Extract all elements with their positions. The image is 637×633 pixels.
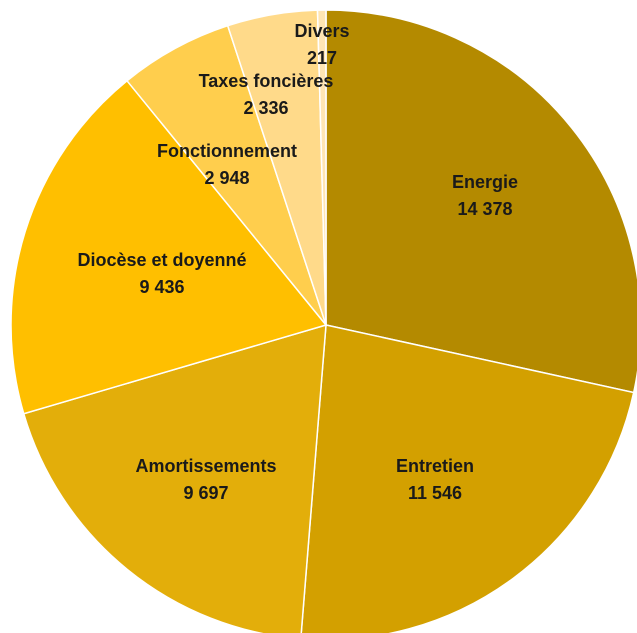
slice-dioc-se-et-doyenn-	[10, 79, 328, 415]
slice-category-label: Amortissements	[135, 456, 276, 476]
slice-divers	[316, 9, 327, 326]
slice-value-label: 217	[307, 48, 337, 68]
slice-value-label: 14 378	[457, 199, 512, 219]
slice-category-label: Diocèse et doyenné	[77, 250, 246, 270]
slice-value-label: 9 436	[139, 277, 184, 297]
slice-value-label: 2 948	[204, 168, 249, 188]
slice-value-label: 2 336	[243, 98, 288, 118]
pie-slices	[10, 9, 637, 633]
slice-category-label: Divers	[294, 21, 349, 41]
slice-value-label: 11 546	[408, 483, 462, 503]
slice-entretien	[300, 324, 635, 633]
pie-labels: Energie 14 378 Entretien 11 546 Amortissemen…	[77, 21, 518, 503]
slice-category-label: Taxes foncières	[199, 71, 334, 91]
slice-category-label: Entretien	[396, 456, 474, 476]
slice-category-label: Fonctionnement	[157, 141, 297, 161]
slice-value-label: 9 697	[183, 483, 228, 503]
slice-category-label: Energie	[452, 172, 518, 192]
slice-energie	[325, 9, 637, 394]
slice-amortissements	[22, 323, 327, 633]
